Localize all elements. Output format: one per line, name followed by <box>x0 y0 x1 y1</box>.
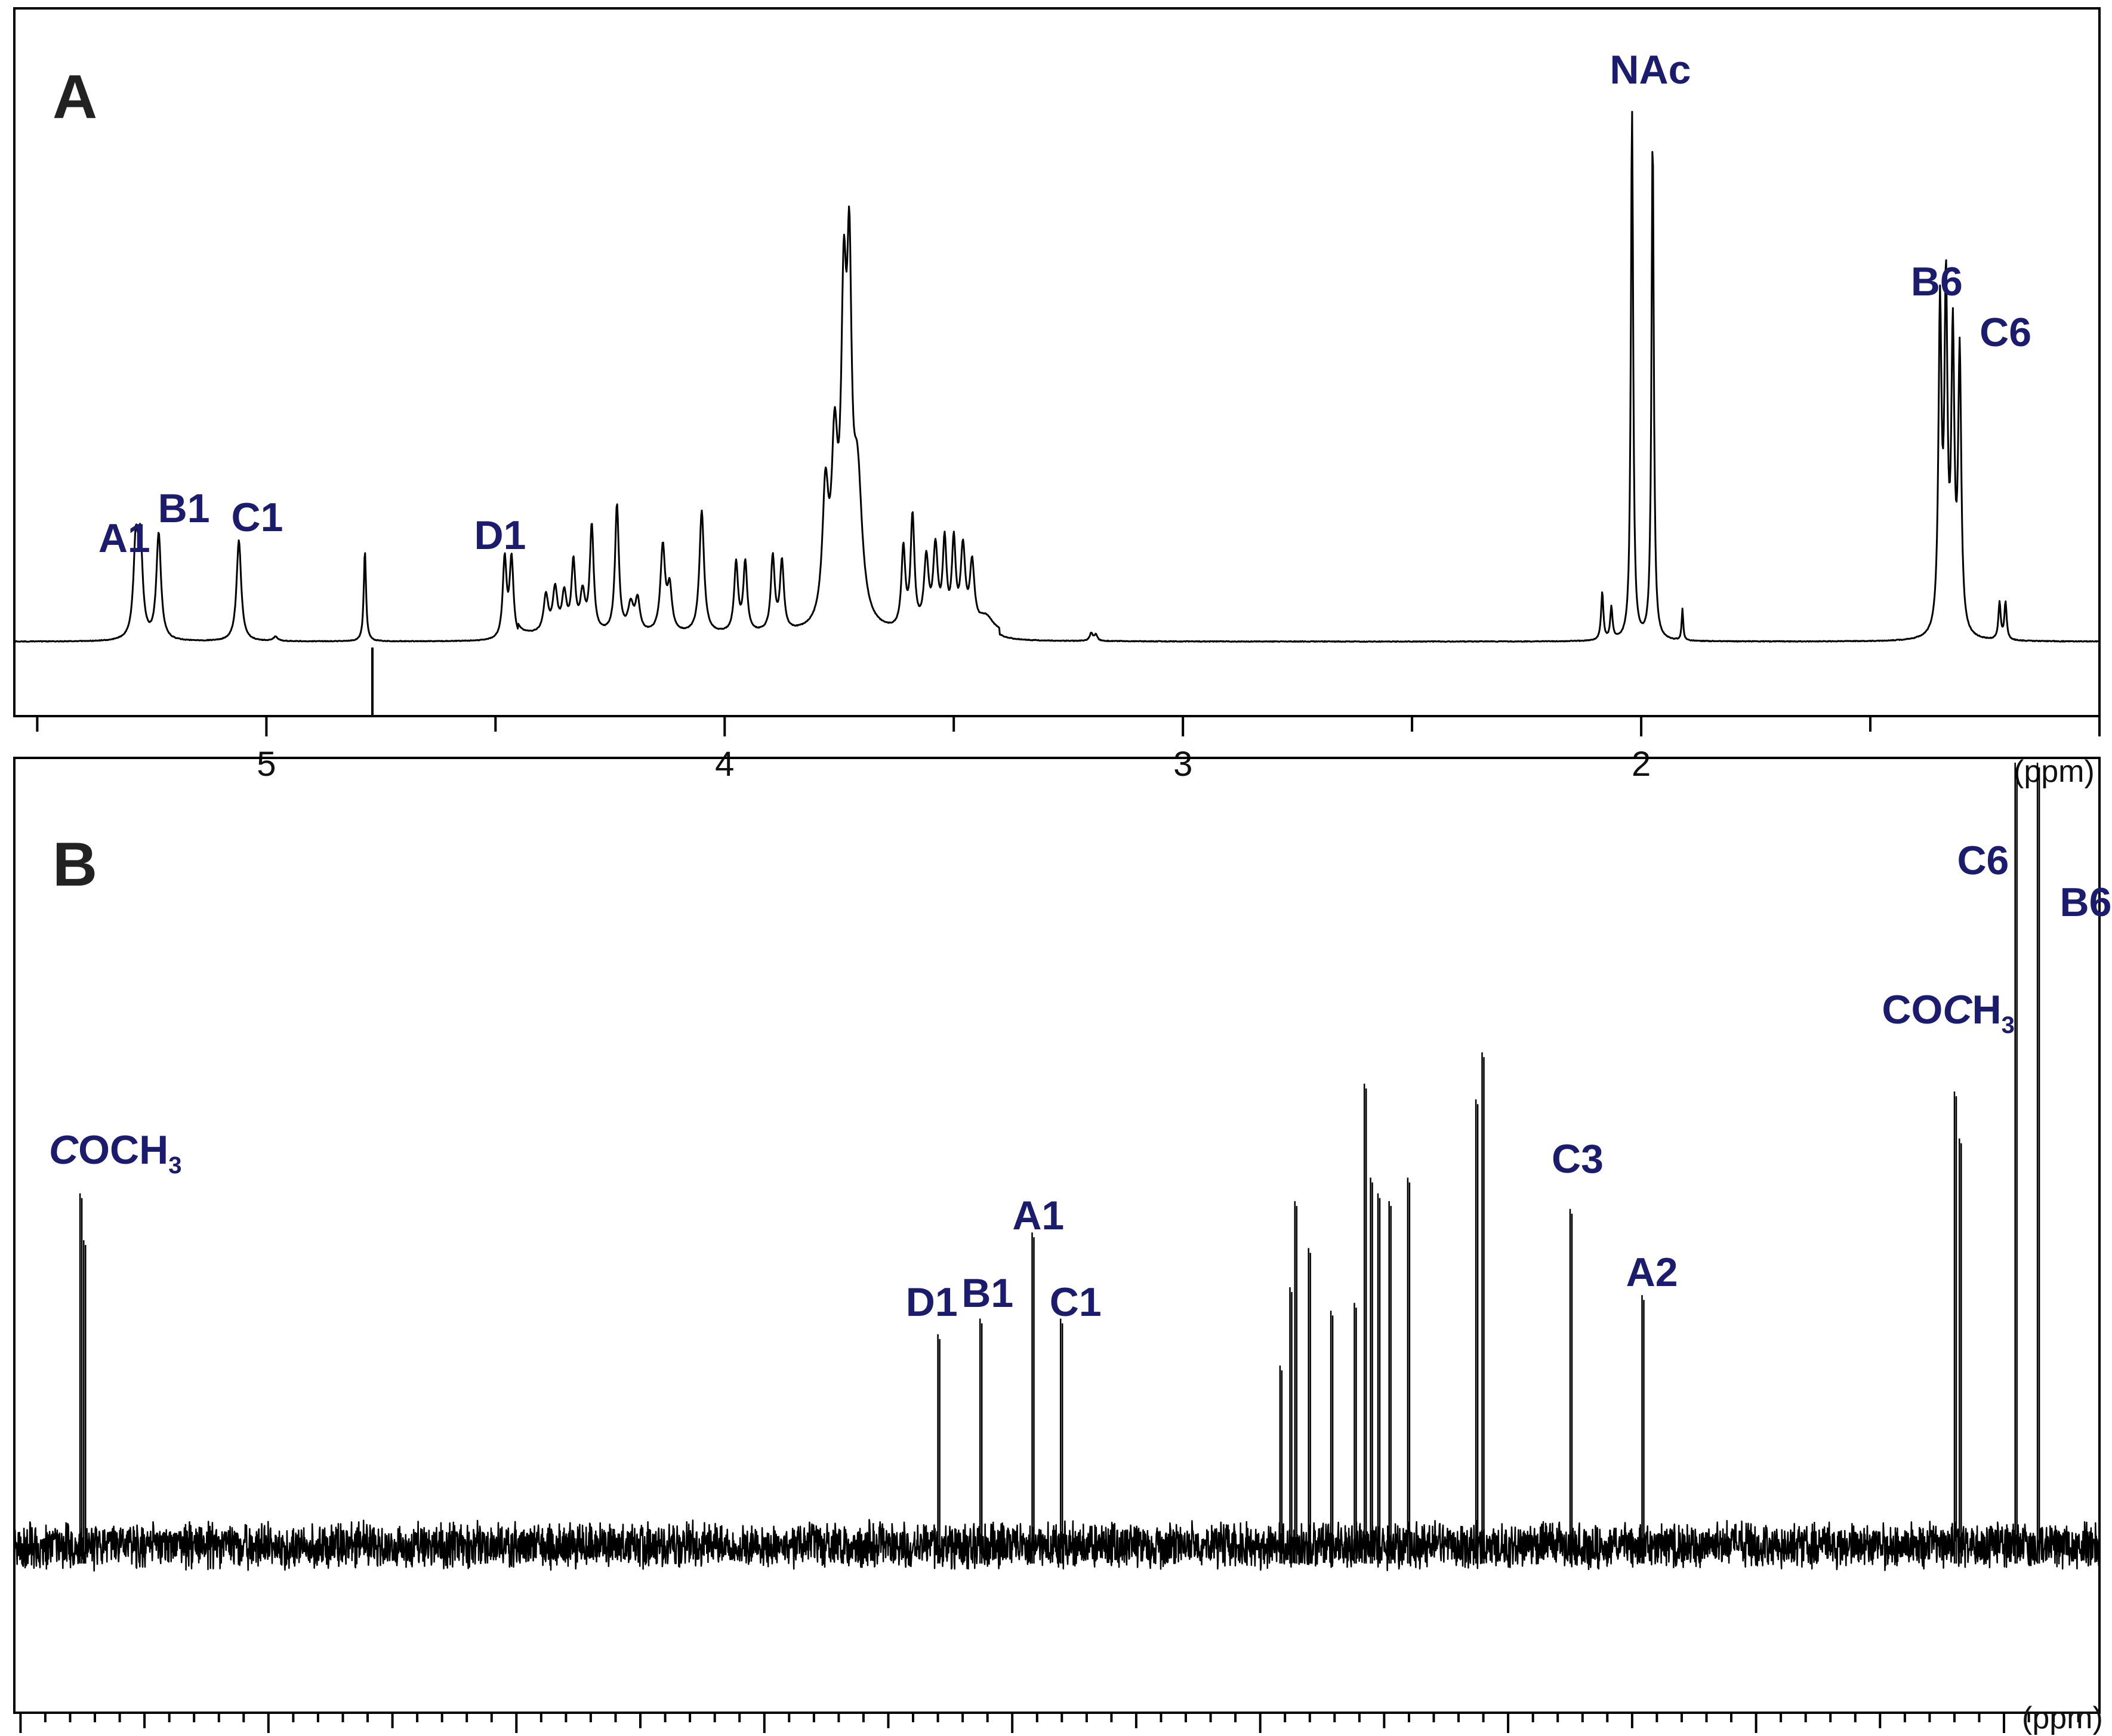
peak-label-a-d1: D1 <box>474 513 526 558</box>
panel-a-frame <box>13 7 2101 717</box>
tick-label-b-100: 100 <box>983 1729 1041 1736</box>
peak-label-a-a1: A1 <box>98 516 150 561</box>
peak-label-b-methyl: COCH3 <box>1882 987 2014 1038</box>
panel-b-x-axis: 160 140 120 100 80 60 40 <box>19 1713 2080 1736</box>
peak-label-b-d1: D1 <box>906 1279 958 1325</box>
peak-label-b-carbonyl: COCH3 <box>49 1127 181 1179</box>
peak-label-b-c1: C1 <box>1050 1279 1102 1325</box>
peak-label-a-c1: C1 <box>232 495 283 540</box>
panel-b-x-unit: (ppm) <box>2022 1701 2103 1735</box>
peak-label-b-c6: C6 <box>1957 838 2009 883</box>
peak-label-b-c3: C3 <box>1552 1136 1604 1182</box>
tick-label-b-80: 80 <box>1241 1729 1279 1736</box>
peak-label-b-b6: B6 <box>2060 880 2112 925</box>
carbon-spectrum-trace <box>13 763 2101 1572</box>
panel-b-frame <box>13 757 2101 1714</box>
tick-label-b-40: 40 <box>1737 1729 1775 1736</box>
tick-label-b-60: 60 <box>1489 1729 1528 1736</box>
tick-label-a-3: 3 <box>1173 745 1192 784</box>
panel-a-x-unit: (ppm) <box>2014 754 2095 789</box>
panel-a-x-axis: 5 4 3 2 <box>36 716 2101 784</box>
peak-label-a-nac: NAc <box>1610 47 1691 92</box>
tick-label-b-140: 140 <box>488 1729 545 1736</box>
panel-b-peak-labels: COCH3 D1 B1 A1 C1 C3 A2 COCH3 C6 B6 <box>49 838 2111 1325</box>
panel-a-label: A <box>53 63 97 132</box>
tick-label-a-2: 2 <box>1632 745 1651 784</box>
panel-b-label: B <box>53 830 97 899</box>
tick-label-a-4: 4 <box>715 745 734 784</box>
tick-label-b-160: 160 <box>239 1729 297 1736</box>
tick-label-a-5: 5 <box>257 745 276 784</box>
peak-label-b-a2: A2 <box>1626 1250 1678 1295</box>
peak-label-a-c6: C6 <box>1980 310 2031 355</box>
peak-label-b-a1: A1 <box>1012 1193 1064 1238</box>
proton-spectrum-trace <box>14 110 2100 643</box>
peak-label-b-b1: B1 <box>961 1271 1013 1316</box>
peak-label-a-b6: B6 <box>1911 259 1963 304</box>
peak-label-a-b1: B1 <box>158 486 210 531</box>
tick-label-b-120: 120 <box>735 1729 793 1736</box>
